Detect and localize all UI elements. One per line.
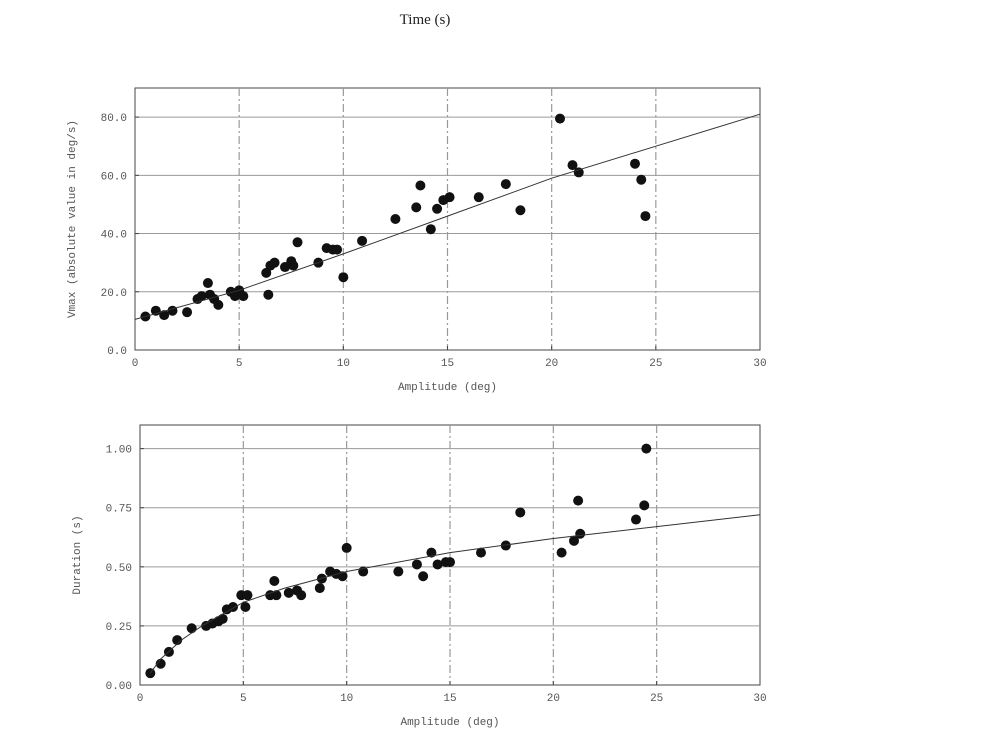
data-point xyxy=(357,235,368,246)
data-point xyxy=(569,535,579,546)
data-point xyxy=(556,547,567,558)
y-tick-label: 80.0 xyxy=(101,113,127,125)
y-axis-label: Duration (s) xyxy=(72,515,84,594)
data-point xyxy=(213,299,224,310)
data-point xyxy=(640,211,651,222)
y-tick-label: 60.0 xyxy=(101,171,127,183)
y-tick-label: 0.00 xyxy=(106,681,132,693)
data-point xyxy=(418,571,429,582)
data-point xyxy=(445,557,455,568)
data-point xyxy=(631,514,641,525)
data-point xyxy=(500,540,511,551)
page-title: Time (s) xyxy=(399,12,451,28)
data-point xyxy=(202,278,213,289)
data-point xyxy=(288,260,299,271)
data-point xyxy=(155,658,166,669)
x-tick-label: 20 xyxy=(547,693,560,705)
data-point xyxy=(296,590,307,601)
data-point xyxy=(238,291,249,302)
x-tick-label: 15 xyxy=(443,693,456,705)
data-point xyxy=(473,192,484,203)
data-point xyxy=(432,559,443,570)
fit-line xyxy=(134,113,761,320)
x-tick-label: 0 xyxy=(137,693,144,705)
data-point xyxy=(411,202,422,213)
data-point xyxy=(167,305,178,316)
data-point xyxy=(196,291,207,302)
vmax-chart: 0 5 10 15 20 25 30 0.0 20.0 40.0 60.0 80.0 Amplitude… xyxy=(67,87,767,394)
data-point xyxy=(573,167,584,178)
data-point xyxy=(283,587,294,598)
data-point xyxy=(314,583,325,594)
data-point xyxy=(240,602,251,612)
x-tick-label: 25 xyxy=(649,358,662,370)
data-point xyxy=(515,507,526,518)
data-point xyxy=(269,576,280,586)
data-point xyxy=(159,310,170,321)
duration-chart: 0 5 10 15 20 25 30 0.00 0.25 0.50 0.75 1.00 Amplitud… xyxy=(72,424,767,729)
y-tick-label: 0.25 xyxy=(106,622,132,634)
data-point xyxy=(573,495,584,506)
x-tick-label: 10 xyxy=(337,358,350,370)
data-point xyxy=(242,590,253,601)
data-point xyxy=(393,566,404,577)
data-point xyxy=(338,272,349,283)
y-axis-label: Vmax (absolute value in deg/s) xyxy=(67,120,79,318)
data-point xyxy=(636,174,647,185)
x-tick-label: 0 xyxy=(132,358,139,370)
data-point xyxy=(515,205,526,216)
y-tick-label: 1.00 xyxy=(106,445,132,457)
data-point xyxy=(390,214,401,224)
fit-line xyxy=(149,514,761,674)
data-point xyxy=(432,203,443,214)
x-tick-label: 5 xyxy=(240,693,247,705)
data-point xyxy=(476,547,486,558)
y-tick-label: 0.50 xyxy=(106,563,132,575)
data-point xyxy=(411,559,422,570)
data-point xyxy=(641,443,652,454)
data-point xyxy=(444,192,455,203)
data-point xyxy=(182,307,193,318)
data-point xyxy=(280,262,290,273)
data-point xyxy=(186,623,197,634)
x-axis-label: Amplitude (deg) xyxy=(400,717,499,729)
y-tick-label: 0.75 xyxy=(106,504,132,516)
data-point xyxy=(500,179,511,190)
data-point xyxy=(263,289,274,300)
data-point xyxy=(271,590,282,601)
data-point xyxy=(575,528,586,539)
x-tick-label: 25 xyxy=(650,693,663,705)
data-point xyxy=(332,244,343,255)
data-point xyxy=(415,180,426,191)
data-point xyxy=(269,257,280,268)
x-tick-label: 10 xyxy=(340,693,353,705)
data-point xyxy=(425,224,436,235)
data-point xyxy=(217,613,228,624)
x-tick-label: 15 xyxy=(441,358,454,370)
data-point xyxy=(555,113,565,124)
x-tick-label: 5 xyxy=(236,358,243,370)
y-tick-label: 0.0 xyxy=(107,346,127,358)
x-tick-label: 30 xyxy=(753,358,766,370)
x-axis-label: Amplitude (deg) xyxy=(398,382,497,394)
y-tick-label: 20.0 xyxy=(101,288,127,300)
x-tick-label: 20 xyxy=(545,358,558,370)
data-point xyxy=(639,500,650,511)
data-point xyxy=(630,158,640,169)
data-point xyxy=(172,635,183,646)
x-tick-label: 30 xyxy=(753,693,766,705)
data-point xyxy=(261,267,272,278)
data-point xyxy=(567,160,578,171)
y-tick-label: 40.0 xyxy=(101,230,127,242)
data-point xyxy=(341,542,352,553)
data-point xyxy=(292,237,303,248)
